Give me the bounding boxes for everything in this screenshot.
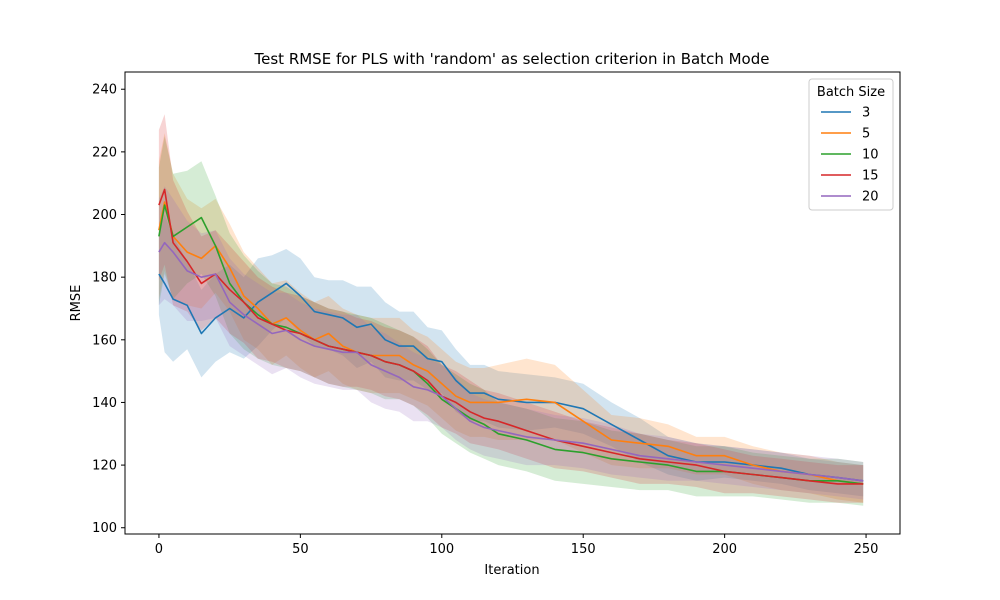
x-tick-label: 250 <box>854 542 879 557</box>
legend: Batch Size 3 5 10 15 20 <box>808 78 894 211</box>
y-tick-label: 200 <box>92 208 117 223</box>
band-series-3 <box>158 214 864 497</box>
y-tick-label: 180 <box>92 271 117 286</box>
band-series-5 <box>158 133 864 503</box>
y-tick-label: 120 <box>92 459 117 474</box>
y-tick-label: 240 <box>92 83 117 98</box>
line-series-5 <box>158 201 864 485</box>
legend-label-5: 5 <box>862 127 870 142</box>
y-tick-label: 140 <box>92 396 117 411</box>
line-series-3 <box>158 273 864 482</box>
series-lines <box>158 188 864 485</box>
chart-title: Test RMSE for PLS with 'random' as selec… <box>254 50 770 68</box>
y-tick-label: 100 <box>92 521 117 536</box>
legend-label-3: 3 <box>862 106 870 121</box>
y-tick-label: 220 <box>92 145 117 160</box>
x-tick-label: 150 <box>571 542 596 557</box>
legend-items: 3 5 10 15 20 <box>821 106 879 205</box>
legend-title: Batch Size <box>817 85 885 100</box>
x-tick-label: 100 <box>429 542 454 557</box>
x-axis-ticks: 0 50 100 150 200 250 <box>155 534 879 557</box>
x-tick-label: 50 <box>292 542 309 557</box>
x-tick-label: 0 <box>155 542 163 557</box>
line-series-20 <box>158 241 864 482</box>
legend-label-10: 10 <box>862 148 879 163</box>
y-axis-label: RMSE <box>69 285 84 322</box>
y-tick-label: 160 <box>92 333 117 348</box>
plot-frame <box>124 71 901 535</box>
band-series-10 <box>158 136 864 506</box>
y-axis-ticks: 100 120 140 160 180 200 220 240 <box>92 83 125 536</box>
legend-label-20: 20 <box>862 190 879 205</box>
line-series-15 <box>158 188 864 485</box>
x-tick-label: 200 <box>712 542 737 557</box>
legend-label-15: 15 <box>862 169 879 184</box>
x-axis-label: Iteration <box>484 563 539 578</box>
